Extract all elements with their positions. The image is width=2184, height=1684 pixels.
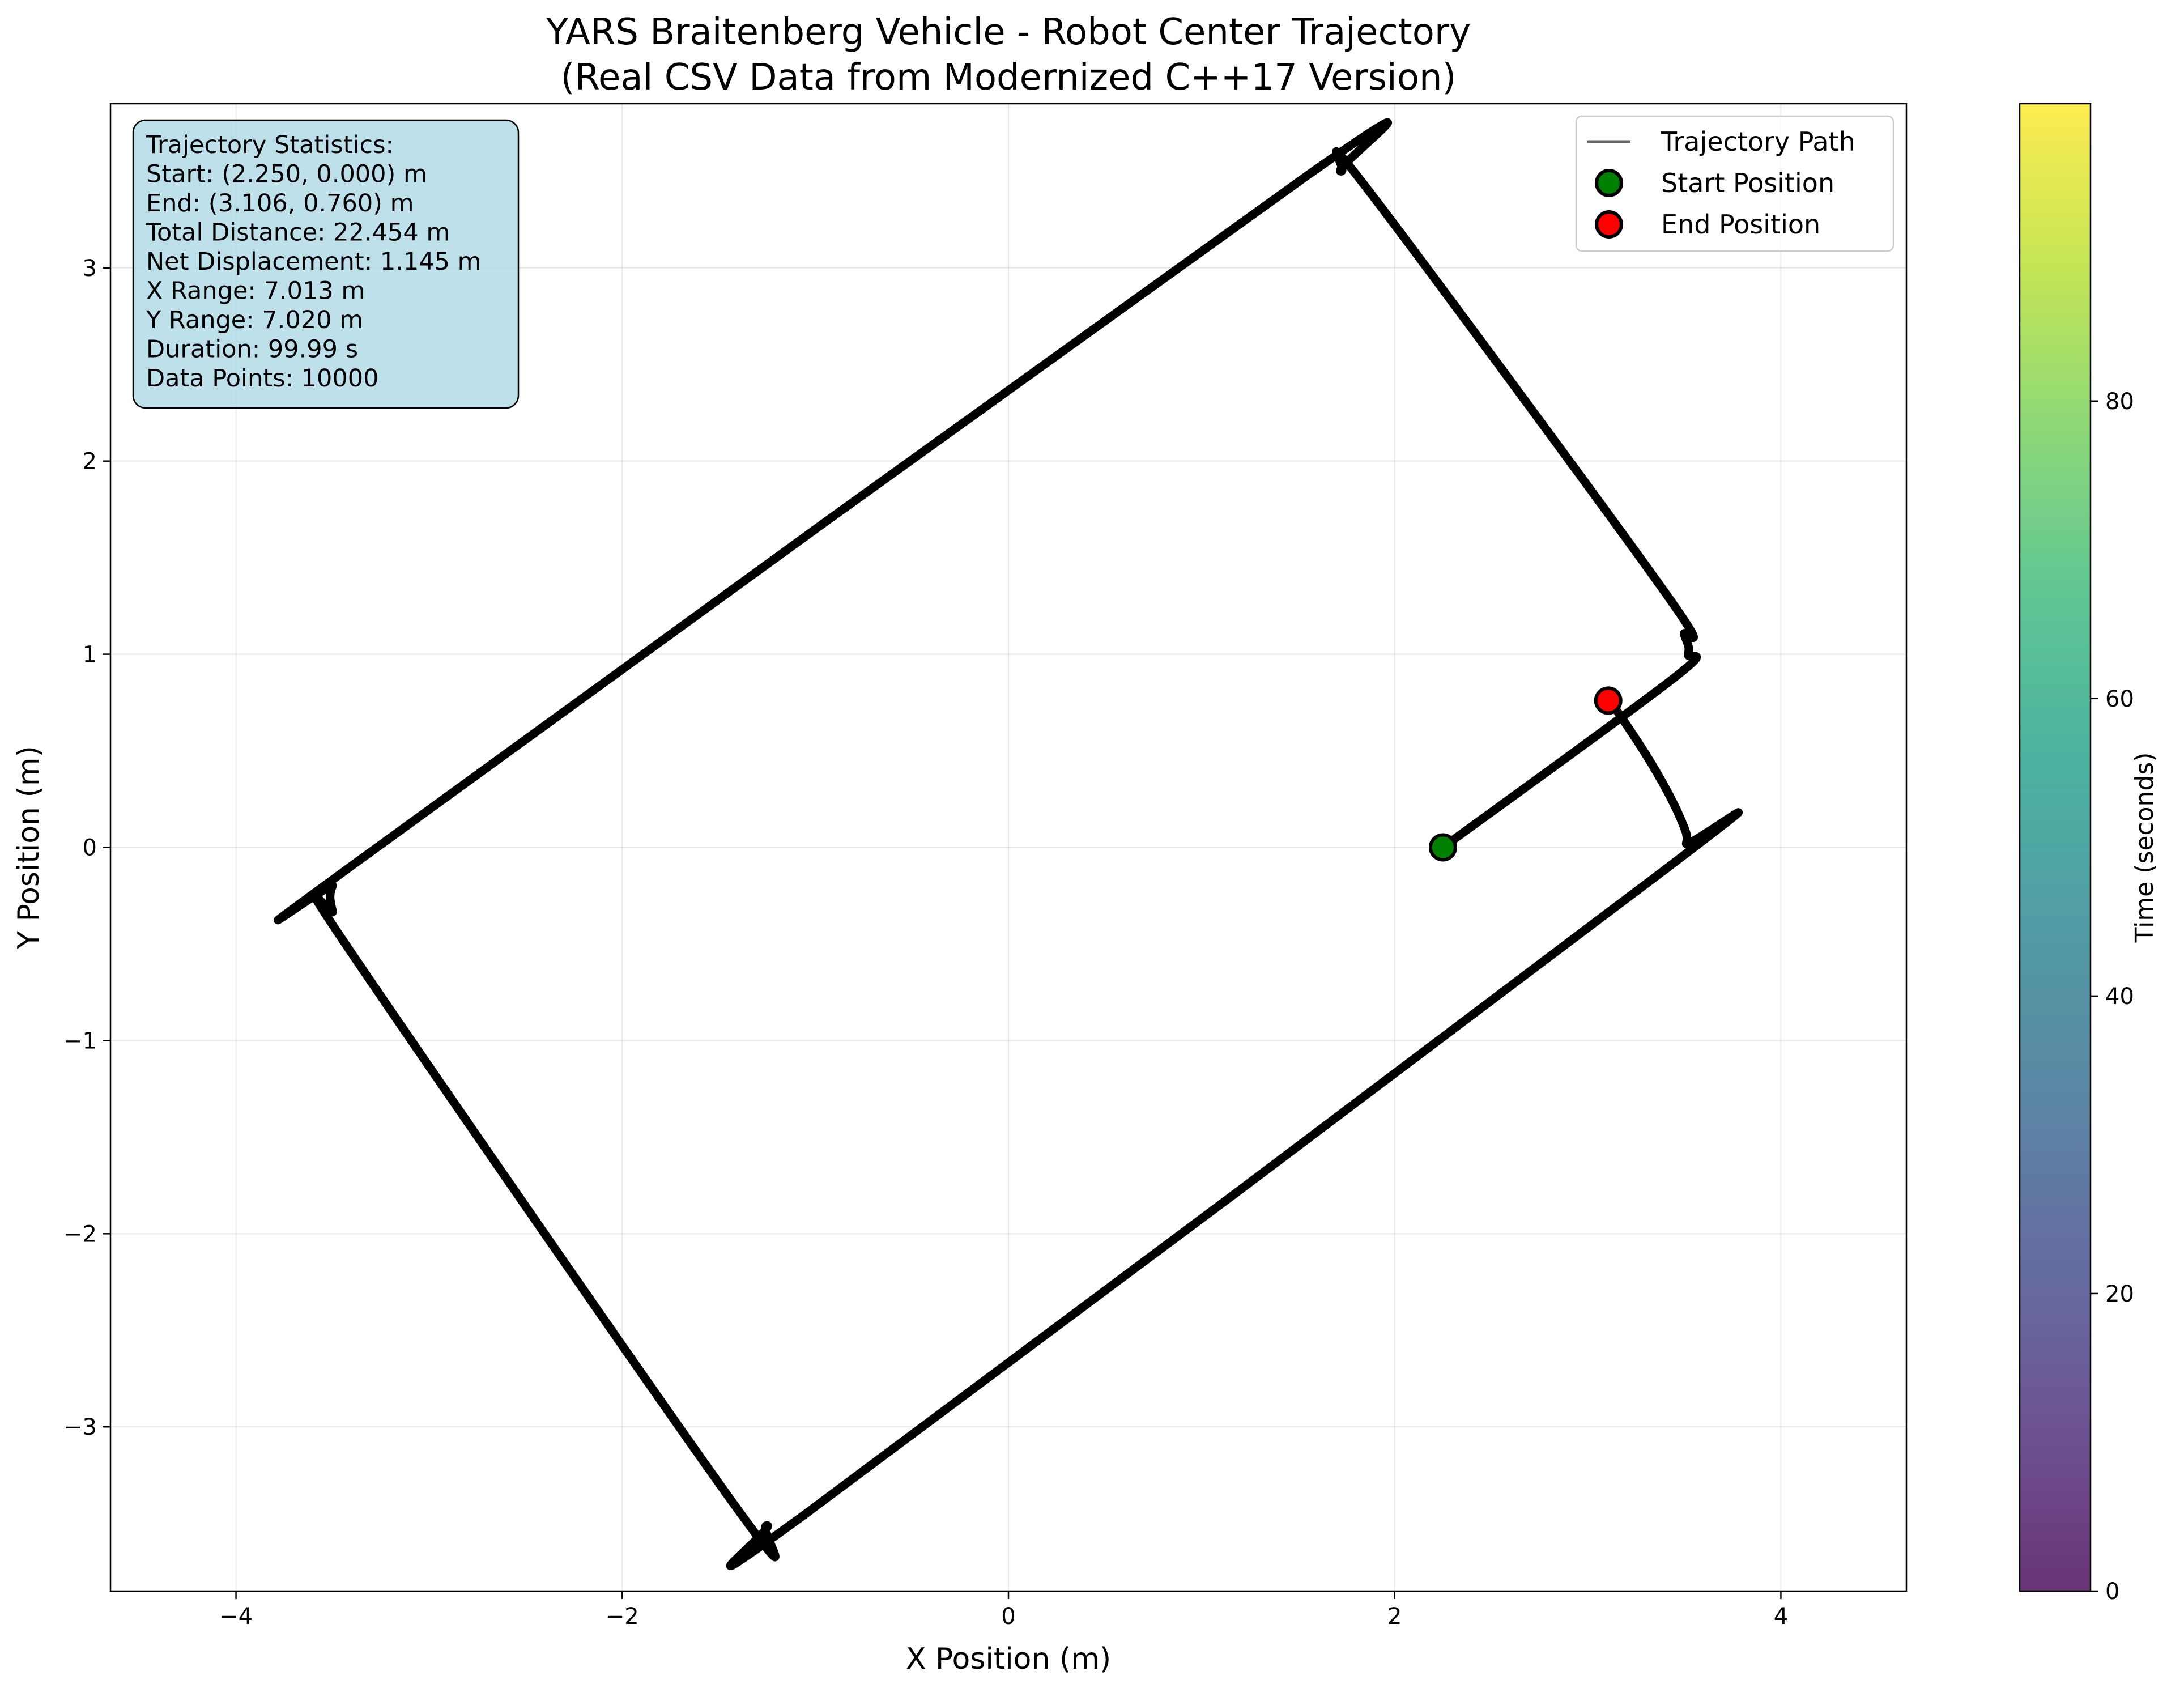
legend-background: [1575, 115, 1894, 252]
colorbar: 0 20 40 60 80 Time (seconds): [2019, 103, 2159, 1605]
x-tick-label: −4: [219, 1604, 253, 1630]
end-position-marker: [1594, 686, 1623, 715]
trajectory-path-line: [274, 118, 1743, 1570]
legend-label: Start Position: [1661, 168, 1834, 198]
legend-label: Trajectory Path: [1661, 126, 1855, 157]
y-tick-label: −2: [63, 1221, 97, 1247]
x-tick-label: 2: [1387, 1604, 1402, 1630]
plot-data: [274, 118, 1743, 1570]
colorbar-tick-label: 60: [2105, 686, 2134, 712]
statistics-line: Y Range: 7.020 m: [146, 306, 363, 334]
colorbar-tick-label: 80: [2105, 389, 2134, 415]
chart-title-line-2: (Real CSV Data from Modernized C++17 Ver…: [560, 57, 1456, 99]
colorbar-gradient: [2019, 103, 2092, 1592]
axis-ticks: −4 −2 0 2 4 −3 −2 −1 0 1 2 3: [63, 256, 1788, 1630]
statistics-line: X Range: 7.013 m: [146, 277, 365, 305]
colorbar-tick-label: 40: [2105, 984, 2134, 1010]
y-tick-label: 2: [83, 449, 97, 475]
statistics-line: Net Displacement: 1.145 m: [146, 248, 482, 276]
statistics-box-background: [132, 119, 520, 409]
start-position-marker: [1428, 833, 1457, 862]
y-axis-label: Y Position (m): [12, 746, 46, 950]
statistics-heading: Trajectory Statistics:: [146, 131, 394, 159]
legend-label: End Position: [1661, 209, 1820, 240]
y-tick-label: 1: [83, 642, 97, 668]
colorbar-tick-label: 0: [2105, 1579, 2119, 1605]
colorbar-ticks: 0 20 40 60 80: [2091, 389, 2134, 1605]
statistics-line: Start: (2.250, 0.000) m: [146, 160, 427, 189]
statistics-line: End: (3.106, 0.760) m: [146, 189, 414, 218]
chart-title-line-1: YARS Braitenberg Vehicle - Robot Center …: [546, 11, 1471, 53]
statistics-line: Duration: 99.99 s: [146, 335, 358, 364]
y-tick-label: −1: [63, 1028, 97, 1054]
x-tick-label: 4: [1774, 1604, 1788, 1630]
y-tick-label: 0: [83, 835, 97, 861]
colorbar-tick-label: 20: [2105, 1281, 2134, 1307]
statistics-box: Trajectory Statistics: Start: (2.250, 0.…: [132, 119, 520, 409]
x-tick-label: −2: [606, 1604, 639, 1630]
legend-start-swatch: [1595, 169, 1623, 197]
legend: Trajectory Path Start Position End Positio…: [1575, 115, 1894, 252]
statistics-line: Total Distance: 22.454 m: [146, 219, 450, 247]
legend-end-swatch: [1595, 210, 1623, 239]
y-tick-label: 3: [83, 256, 97, 282]
colorbar-label: Time (seconds): [2130, 752, 2159, 943]
x-tick-label: 0: [1001, 1604, 1015, 1630]
y-tick-label: −3: [63, 1414, 97, 1440]
x-axis-label: X Position (m): [906, 1642, 1111, 1676]
statistics-line: Data Points: 10000: [146, 364, 378, 393]
